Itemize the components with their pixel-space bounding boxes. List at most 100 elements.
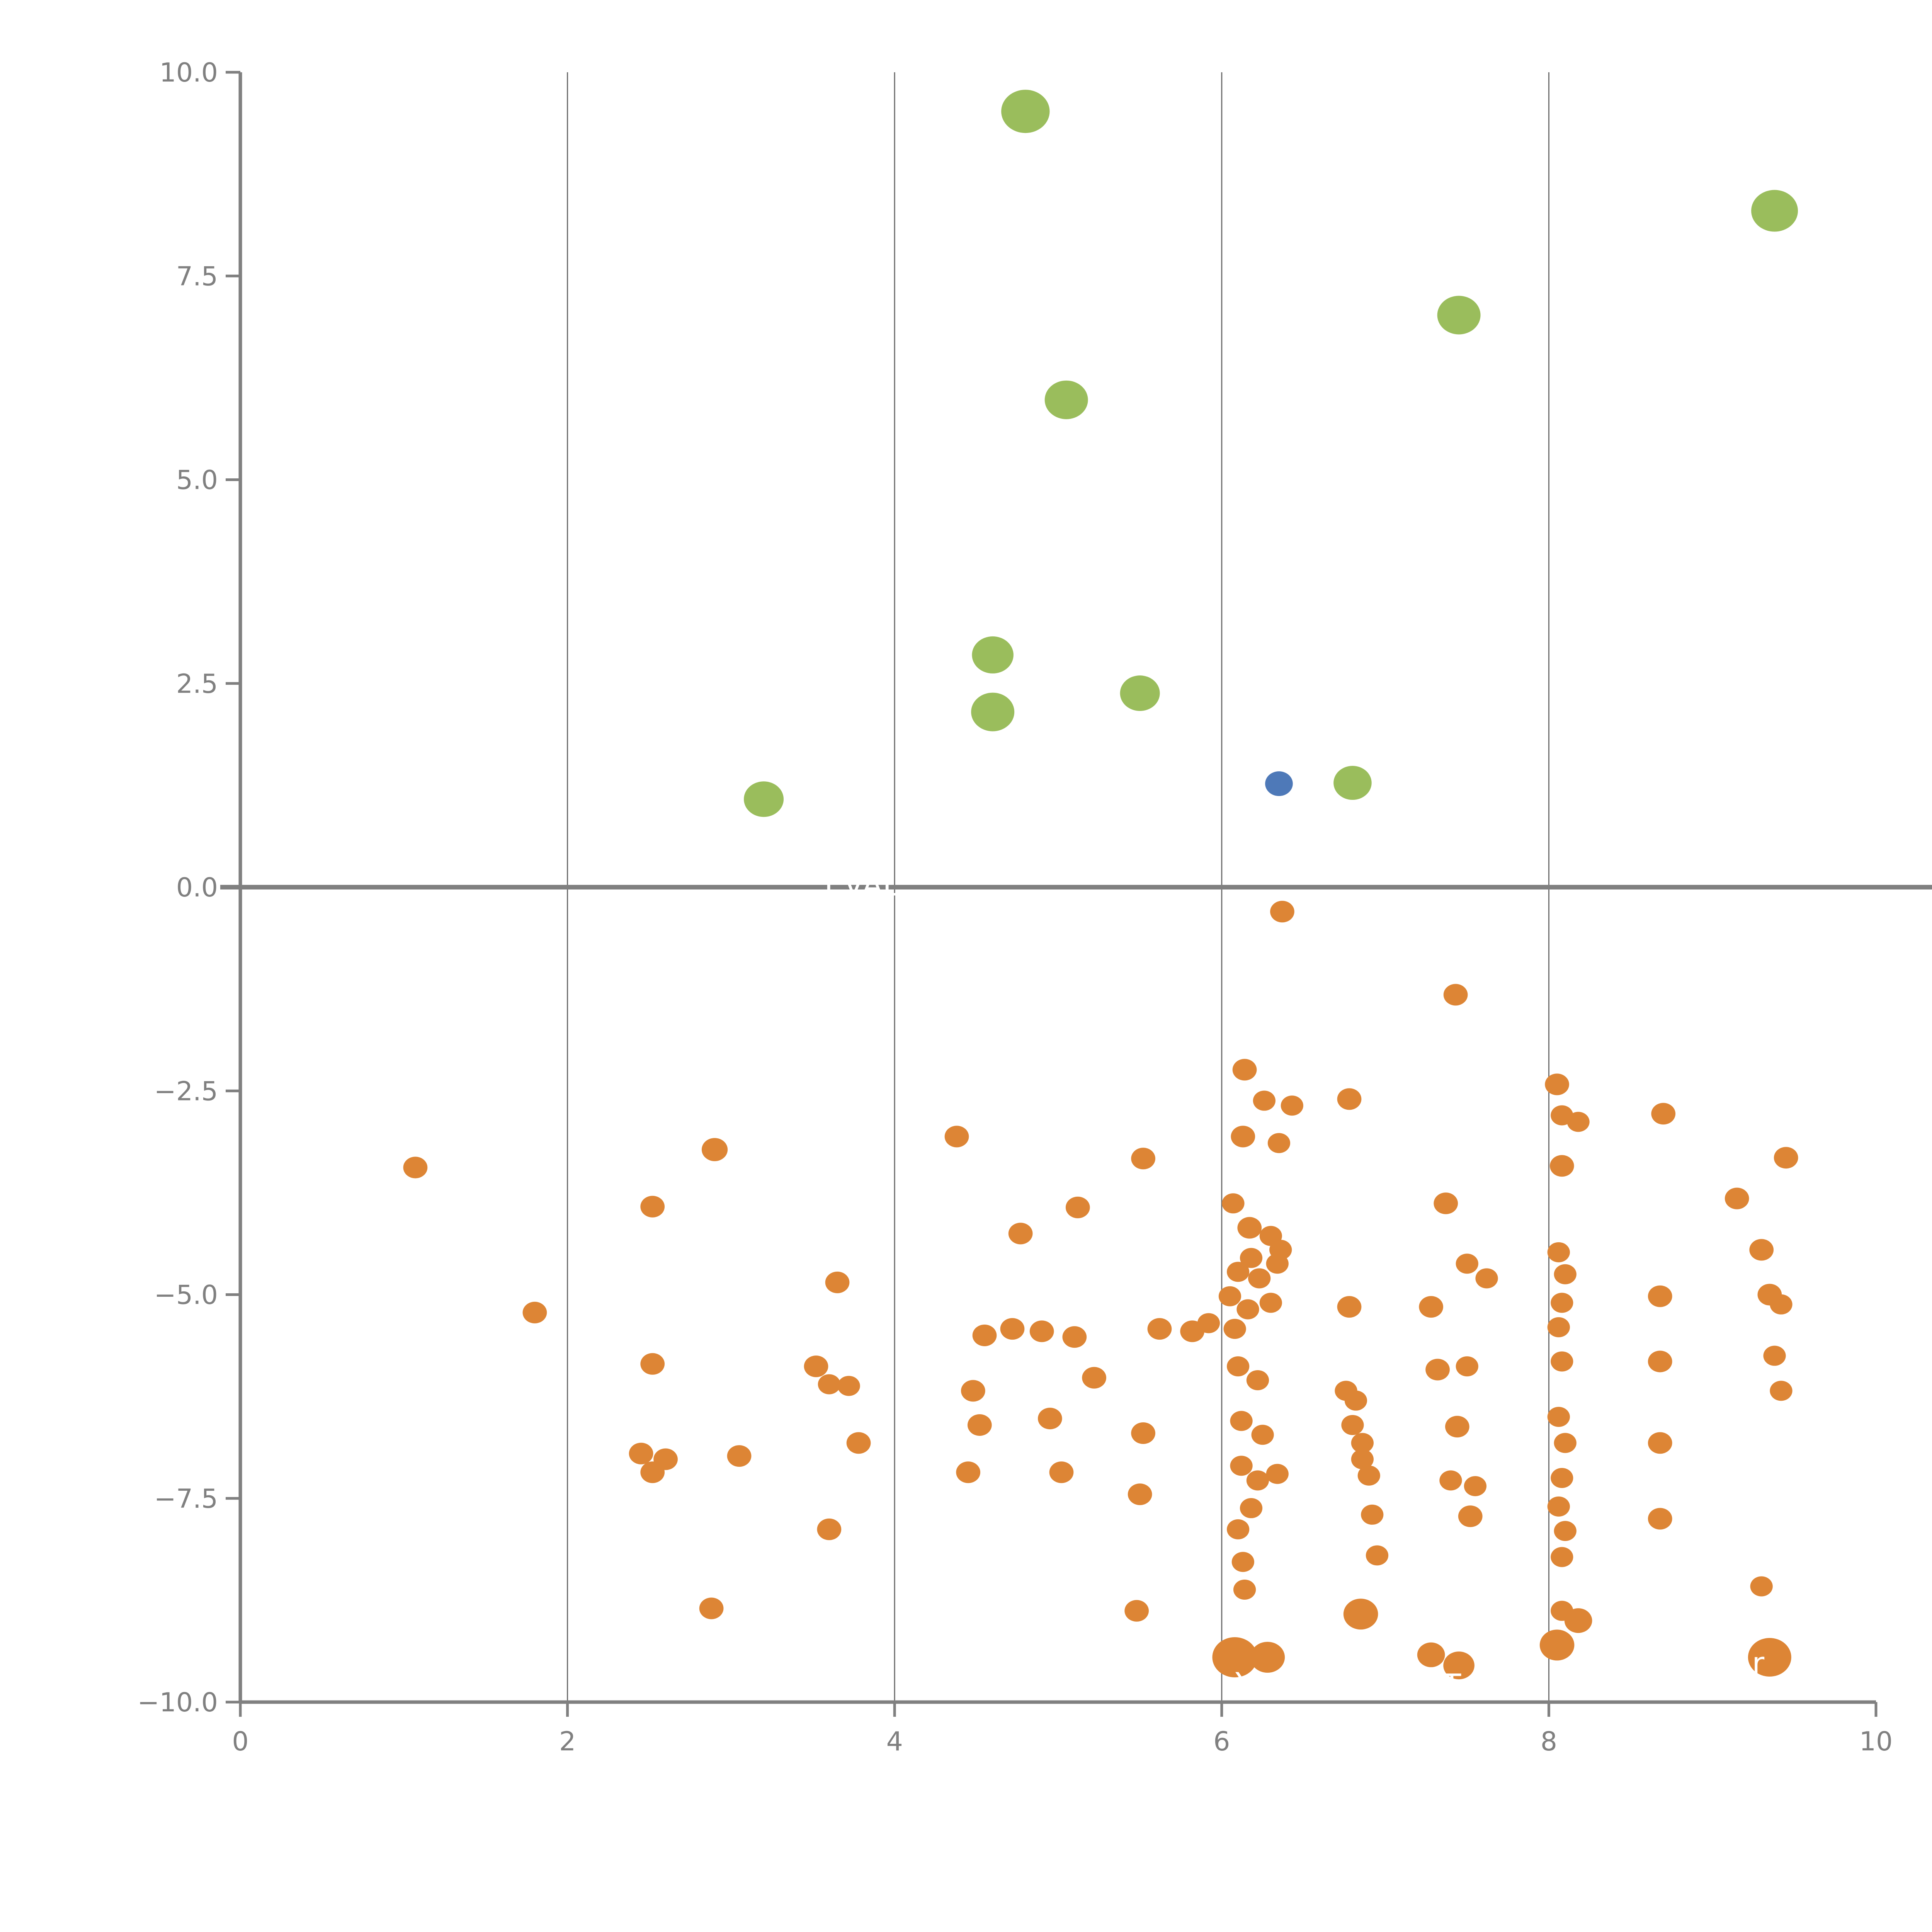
data-point-orange-46[interactable] bbox=[1770, 1294, 1793, 1315]
data-point-orange-17[interactable] bbox=[640, 1196, 665, 1218]
data-point-orange-58[interactable] bbox=[818, 1374, 840, 1395]
data-point-orange-116[interactable] bbox=[1564, 1608, 1592, 1633]
data-point-green-7[interactable] bbox=[744, 781, 784, 817]
data-point-orange-21[interactable] bbox=[1549, 1155, 1574, 1177]
data-point-orange-13[interactable] bbox=[1131, 1148, 1155, 1170]
data-point-orange-98[interactable] bbox=[1551, 1468, 1573, 1488]
data-point-orange-6[interactable] bbox=[1545, 1073, 1569, 1095]
data-point-orange-8[interactable] bbox=[1567, 1112, 1590, 1132]
data-point-orange-97[interactable] bbox=[1464, 1476, 1487, 1497]
data-point-orange-111[interactable] bbox=[699, 1597, 724, 1619]
data-point-blue-0[interactable] bbox=[1265, 771, 1293, 796]
data-point-orange-38[interactable] bbox=[1218, 1286, 1242, 1306]
data-point-orange-67[interactable] bbox=[1456, 1356, 1478, 1377]
data-point-orange-117[interactable] bbox=[1212, 1637, 1257, 1678]
data-point-orange-86[interactable] bbox=[727, 1445, 752, 1467]
data-point-orange-104[interactable] bbox=[1458, 1505, 1483, 1527]
data-point-orange-88[interactable] bbox=[956, 1461, 981, 1483]
data-point-orange-106[interactable] bbox=[1554, 1521, 1577, 1541]
data-point-orange-69[interactable] bbox=[1648, 1350, 1672, 1372]
data-point-orange-95[interactable] bbox=[1357, 1465, 1380, 1486]
data-point-orange-42[interactable] bbox=[1419, 1296, 1443, 1318]
data-point-orange-119[interactable] bbox=[1417, 1642, 1445, 1667]
data-point-green-8[interactable] bbox=[1333, 766, 1372, 800]
data-point-orange-105[interactable] bbox=[1547, 1496, 1570, 1517]
data-point-orange-107[interactable] bbox=[1231, 1552, 1254, 1572]
data-point-orange-75[interactable] bbox=[1230, 1411, 1253, 1431]
data-point-orange-44[interactable] bbox=[1648, 1285, 1672, 1307]
data-point-green-4[interactable] bbox=[972, 636, 1014, 673]
data-point-orange-36[interactable] bbox=[1554, 1264, 1577, 1284]
data-point-orange-96[interactable] bbox=[1439, 1470, 1462, 1491]
data-point-orange-28[interactable] bbox=[1227, 1262, 1250, 1282]
data-point-orange-108[interactable] bbox=[1366, 1545, 1389, 1566]
data-point-orange-62[interactable] bbox=[1227, 1356, 1250, 1377]
data-point-orange-78[interactable] bbox=[1351, 1433, 1374, 1453]
data-point-orange-113[interactable] bbox=[1233, 1579, 1256, 1600]
data-point-orange-99[interactable] bbox=[1648, 1508, 1672, 1530]
data-point-orange-121[interactable] bbox=[1539, 1629, 1575, 1661]
data-point-orange-89[interactable] bbox=[1049, 1461, 1074, 1483]
data-point-orange-57[interactable] bbox=[804, 1355, 828, 1378]
data-point-orange-32[interactable] bbox=[825, 1271, 850, 1293]
data-point-orange-60[interactable] bbox=[961, 1380, 985, 1402]
data-point-orange-0[interactable] bbox=[1270, 901, 1294, 923]
data-point-orange-90[interactable] bbox=[1128, 1483, 1152, 1505]
data-point-orange-114[interactable] bbox=[1343, 1599, 1378, 1630]
data-point-orange-85[interactable] bbox=[640, 1461, 665, 1483]
data-point-orange-49[interactable] bbox=[1029, 1320, 1054, 1342]
data-point-orange-11[interactable] bbox=[1231, 1126, 1255, 1148]
data-point-orange-47[interactable] bbox=[972, 1324, 997, 1346]
data-point-orange-4[interactable] bbox=[1281, 1095, 1303, 1116]
data-point-orange-22[interactable] bbox=[1725, 1187, 1749, 1209]
data-point-orange-20[interactable] bbox=[1434, 1192, 1458, 1214]
data-point-orange-112[interactable] bbox=[1124, 1600, 1149, 1622]
data-point-orange-27[interactable] bbox=[1240, 1248, 1263, 1268]
data-point-orange-37[interactable] bbox=[522, 1301, 547, 1323]
data-markers-group[interactable] bbox=[403, 90, 1798, 1680]
data-point-orange-77[interactable] bbox=[1341, 1415, 1364, 1435]
data-point-orange-18[interactable] bbox=[1065, 1196, 1090, 1218]
data-point-orange-41[interactable] bbox=[1337, 1296, 1362, 1318]
data-point-orange-34[interactable] bbox=[1475, 1268, 1498, 1289]
data-point-orange-55[interactable] bbox=[1547, 1317, 1570, 1337]
data-point-orange-102[interactable] bbox=[1227, 1519, 1250, 1539]
data-point-orange-103[interactable] bbox=[1361, 1504, 1384, 1525]
data-point-orange-19[interactable] bbox=[1222, 1193, 1245, 1214]
data-point-orange-74[interactable] bbox=[1131, 1422, 1155, 1444]
data-point-orange-9[interactable] bbox=[1651, 1103, 1676, 1125]
data-point-orange-15[interactable] bbox=[403, 1156, 428, 1179]
data-point-green-1[interactable] bbox=[1751, 190, 1798, 232]
data-point-orange-91[interactable] bbox=[1230, 1456, 1253, 1476]
data-point-orange-59[interactable] bbox=[837, 1376, 860, 1396]
data-point-orange-31[interactable] bbox=[1749, 1239, 1774, 1261]
data-point-orange-68[interactable] bbox=[1551, 1351, 1573, 1372]
data-point-orange-23[interactable] bbox=[1008, 1223, 1033, 1245]
data-point-orange-66[interactable] bbox=[1425, 1359, 1450, 1381]
data-point-orange-10[interactable] bbox=[944, 1126, 969, 1148]
data-point-orange-70[interactable] bbox=[1763, 1345, 1786, 1366]
data-point-orange-92[interactable] bbox=[1246, 1470, 1269, 1491]
data-point-orange-54[interactable] bbox=[1223, 1319, 1246, 1339]
data-point-orange-82[interactable] bbox=[1648, 1432, 1672, 1454]
data-point-orange-118[interactable] bbox=[1250, 1642, 1285, 1673]
data-point-orange-101[interactable] bbox=[1240, 1498, 1263, 1519]
data-point-orange-24[interactable] bbox=[1237, 1217, 1262, 1239]
data-point-orange-80[interactable] bbox=[1547, 1406, 1570, 1427]
data-point-orange-56[interactable] bbox=[640, 1353, 665, 1375]
data-point-green-0[interactable] bbox=[1001, 90, 1050, 133]
data-point-orange-51[interactable] bbox=[1147, 1318, 1172, 1340]
data-point-orange-14[interactable] bbox=[1774, 1147, 1798, 1169]
data-point-orange-1[interactable] bbox=[1443, 984, 1468, 1006]
data-point-orange-48[interactable] bbox=[1000, 1318, 1025, 1340]
data-point-orange-72[interactable] bbox=[967, 1414, 992, 1436]
data-point-orange-33[interactable] bbox=[1456, 1253, 1478, 1274]
data-point-orange-3[interactable] bbox=[1253, 1090, 1276, 1111]
data-point-orange-65[interactable] bbox=[1344, 1390, 1367, 1411]
data-point-orange-12[interactable] bbox=[1267, 1133, 1291, 1153]
data-point-orange-94[interactable] bbox=[1351, 1449, 1374, 1469]
data-point-orange-122[interactable] bbox=[1748, 1638, 1791, 1677]
data-point-orange-43[interactable] bbox=[1551, 1293, 1573, 1313]
data-point-orange-53[interactable] bbox=[1197, 1313, 1220, 1333]
